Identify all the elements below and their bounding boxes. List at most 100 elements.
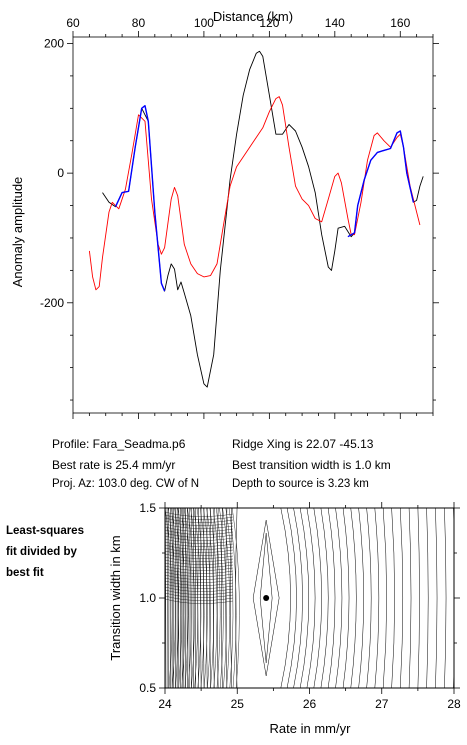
contour-line: [135, 508, 136, 688]
contour-line: [144, 508, 145, 688]
contour-line: [235, 508, 238, 688]
contour-line: [190, 508, 198, 688]
contour-line: [453, 508, 454, 688]
contour-line: [196, 508, 205, 688]
contour-line: [400, 508, 404, 688]
top-x-tick-label: 80: [132, 16, 146, 30]
contour-line: [374, 508, 380, 688]
contour-line: [138, 508, 139, 688]
top-y-tick-label: -200: [40, 296, 64, 310]
top-y-axis-label: Anomaly amplitude: [10, 177, 25, 288]
contour-line: [306, 508, 316, 688]
contour-line: [165, 532, 234, 538]
contour-line: [342, 508, 350, 688]
contour-line: [165, 541, 234, 547]
contour-line: [152, 508, 153, 688]
contour-line: [165, 577, 234, 583]
contour-line: [366, 508, 372, 688]
contour-line: [206, 508, 214, 688]
contour-line: [165, 580, 234, 586]
anomaly-profile-chart: Distance (km) Anomaly amplitude 60 80 100 1…: [10, 9, 439, 419]
contour-y-tick-label: 1.0: [139, 591, 156, 605]
contour-line: [187, 508, 195, 688]
contour-line: [219, 508, 227, 688]
top-y-tick-label: 200: [44, 36, 64, 50]
contour-line: [193, 508, 202, 688]
contour-line: [444, 508, 447, 688]
top-plot-frame: [72, 36, 434, 414]
contour-line: [180, 508, 189, 688]
contour-line: [230, 508, 233, 688]
contour-line: [165, 547, 234, 553]
contour-line: [137, 508, 138, 688]
depth-label: Depth to source is 3.23 km: [232, 478, 369, 490]
top-x-tick-label: 100: [194, 16, 214, 30]
contour-line: [165, 514, 234, 520]
contour-line: [213, 508, 215, 688]
contour-line: [140, 508, 141, 688]
contour-line: [165, 592, 234, 598]
contour-line: [149, 508, 150, 688]
contour-line: [391, 508, 395, 688]
contour-line: [206, 508, 208, 688]
contour-line: [165, 583, 234, 589]
contour-line: [168, 508, 176, 688]
contour-line: [408, 508, 412, 688]
contour-line: [165, 544, 234, 550]
contour-x-tick-label: 25: [231, 697, 245, 711]
contour-y-tick-label: 1.5: [139, 501, 156, 515]
bottom-y-axis-label: Transition width in km: [108, 535, 123, 660]
contour-line: [177, 508, 186, 688]
contour-line: [150, 508, 151, 688]
contour-line: [174, 508, 182, 688]
contour-line: [165, 535, 234, 541]
contour-line: [165, 574, 234, 580]
top-x-tick-label: 120: [259, 16, 279, 30]
contour-line: [252, 519, 280, 677]
contour-line: [350, 508, 357, 688]
contour-line: [147, 508, 148, 688]
contour-line: [184, 508, 192, 688]
contour-line: [165, 517, 234, 523]
contour-line: [165, 556, 234, 562]
side-note-line-1: Least-squares: [6, 525, 84, 537]
contour-line: [171, 508, 179, 688]
contour-line: [417, 508, 420, 688]
contour-line: [225, 508, 228, 688]
contour-line: [222, 508, 230, 688]
contour-lines: [135, 508, 454, 688]
top-x-axis-label: Distance (km): [213, 9, 293, 24]
contour-line: [197, 508, 199, 688]
contour-line: [209, 508, 211, 688]
top-axis-ticks: 60 80 100 120 140 160 200 0 -200: [40, 16, 439, 419]
contour-line: [165, 538, 234, 544]
contour-line: [165, 571, 234, 577]
contour-line: [327, 508, 336, 688]
contour-line: [165, 520, 234, 526]
bottom-axis-ticks: 24 25 26 27 28 0.5 1.0 1.5: [139, 501, 461, 711]
contour-line: [165, 598, 234, 604]
contour-line: [165, 565, 234, 571]
top-x-tick-label: 140: [325, 16, 345, 30]
contour-line: [221, 508, 223, 688]
contour-line: [165, 526, 234, 532]
series-line-0: [102, 50, 424, 388]
contour-line: [435, 508, 438, 688]
proj-az-label: Proj. Az: 103.0 deg. CW of N: [52, 478, 200, 490]
best-rate-label: Best rate is 25.4 mm/yr: [52, 458, 176, 472]
contour-line: [145, 508, 146, 688]
contour-line: [200, 508, 202, 688]
top-x-tick-label: 60: [66, 16, 80, 30]
contour-line: [225, 508, 234, 688]
contour-line: [259, 532, 273, 664]
contour-line: [216, 508, 219, 688]
contour-line: [142, 508, 143, 688]
contour-line: [280, 508, 291, 688]
top-series-group: [88, 50, 424, 388]
side-note: Least-squares fit divided by best fit: [6, 521, 84, 584]
contour-line: [216, 508, 224, 688]
contour-line: [165, 595, 234, 601]
contour-line: [209, 508, 218, 688]
contour-line: [426, 508, 429, 688]
contour-x-tick-label: 28: [447, 697, 461, 711]
